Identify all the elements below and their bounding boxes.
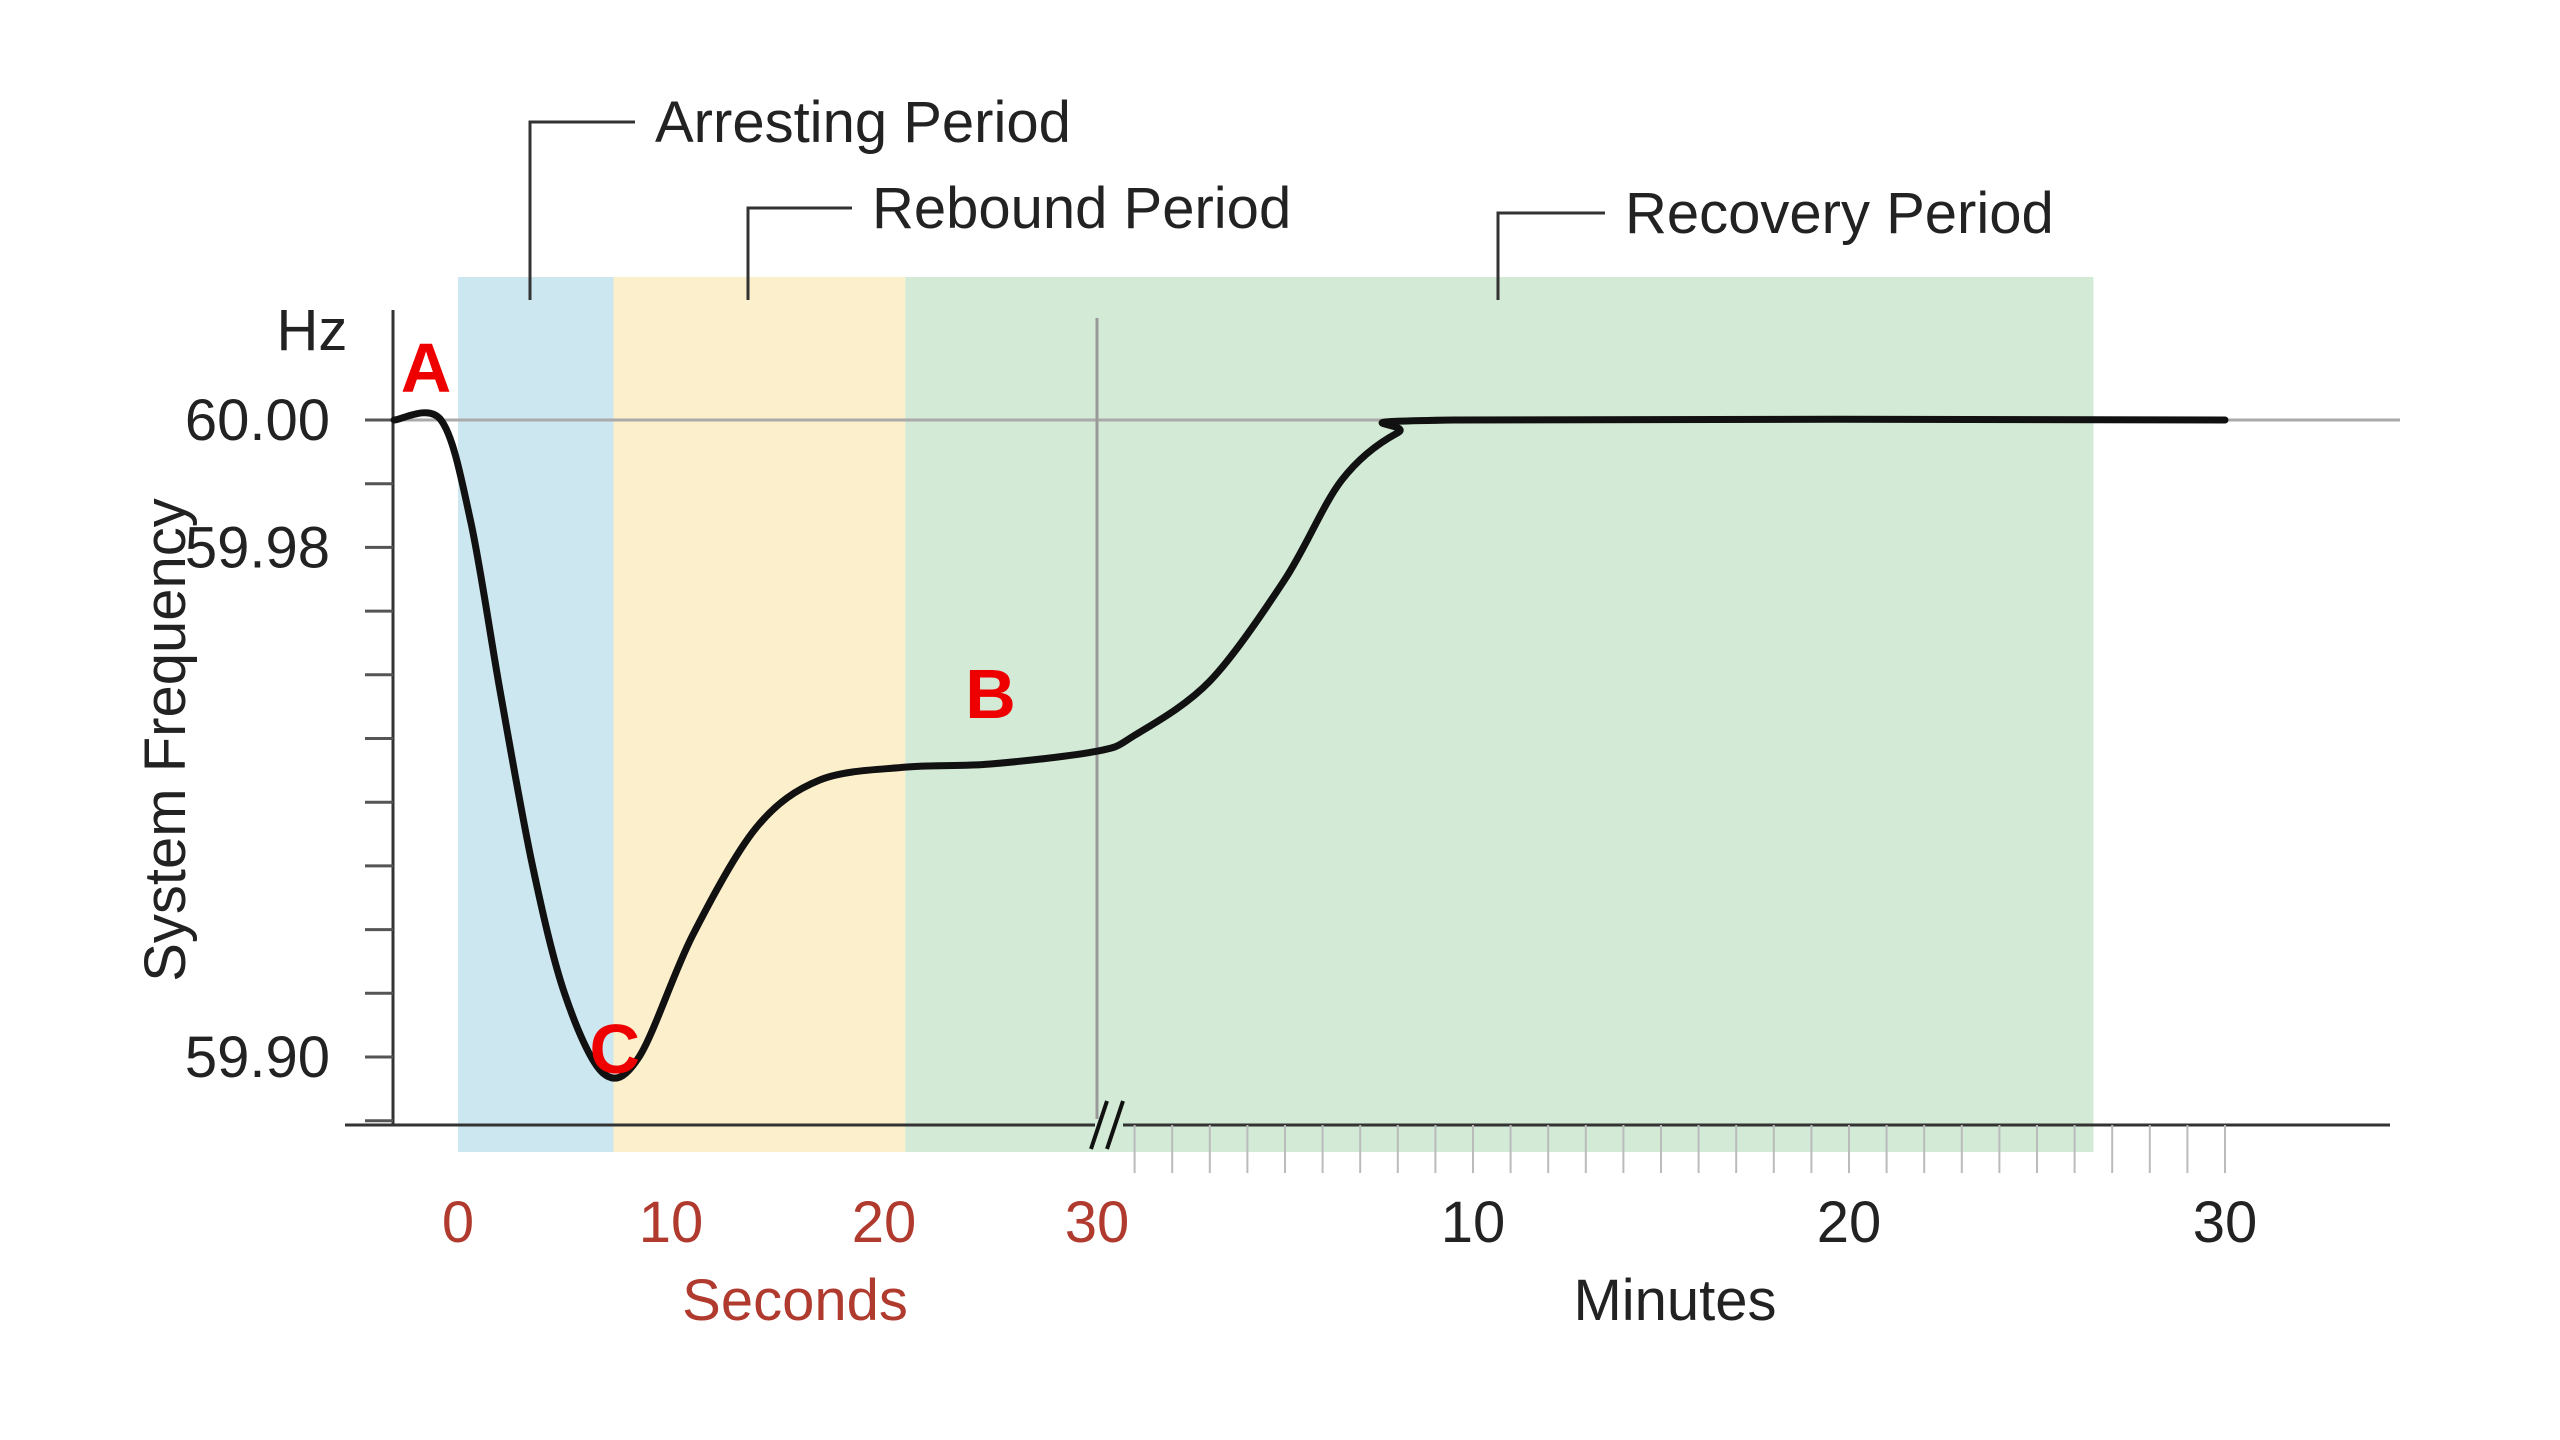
y-axis-label: System Frequency xyxy=(133,498,198,982)
point-label-b: B xyxy=(965,655,1016,733)
period-leader-2 xyxy=(1496,211,1605,300)
x-ticks: 0 10 20 30 10 20 30 xyxy=(442,1125,2257,1255)
x-axis-label-seconds: Seconds xyxy=(682,1268,908,1333)
y-axis-unit: Hz xyxy=(277,298,348,363)
point-annotations: A C B xyxy=(401,329,1016,1088)
period-leader-1 xyxy=(746,206,852,300)
period-label-0: Arresting Period xyxy=(655,90,1071,155)
point-label-c: C xyxy=(590,1010,641,1088)
y-tick-label: 59.98 xyxy=(185,515,330,580)
period-bands xyxy=(458,277,2094,1152)
x-tick-label-seconds: 0 xyxy=(442,1190,474,1255)
x-tick-label-seconds: 30 xyxy=(1065,1190,1130,1255)
x-tick-label-seconds: 10 xyxy=(639,1190,704,1255)
axis-break-mark-1 xyxy=(1089,1100,1109,1150)
period-band-2 xyxy=(905,277,2094,1152)
point-label-a: A xyxy=(401,329,452,407)
y-tick-label: 60.00 xyxy=(185,388,330,453)
x-tick-label-minutes: 10 xyxy=(1441,1190,1506,1255)
axis-break-mark-2 xyxy=(1105,1100,1125,1150)
x-tick-label-seconds: 20 xyxy=(852,1190,917,1255)
period-label-1: Rebound Period xyxy=(872,176,1291,241)
period-labels: Arresting Period Rebound Period Recovery P… xyxy=(528,90,2054,300)
axes xyxy=(345,310,2390,1150)
series-layer xyxy=(390,409,2229,1082)
x-axis-label-minutes: Minutes xyxy=(1573,1268,1776,1333)
series-line-0 xyxy=(390,409,2229,1082)
period-leader-0 xyxy=(528,120,635,300)
y-tick-label: 59.90 xyxy=(185,1025,330,1090)
x-tick-label-minutes: 20 xyxy=(1817,1190,1882,1255)
period-band-0 xyxy=(458,277,614,1152)
y-ticks: 60.00 59.98 59.90 xyxy=(185,388,393,1123)
x-tick-label-minutes: 30 xyxy=(2193,1190,2258,1255)
period-label-2: Recovery Period xyxy=(1625,181,2054,246)
